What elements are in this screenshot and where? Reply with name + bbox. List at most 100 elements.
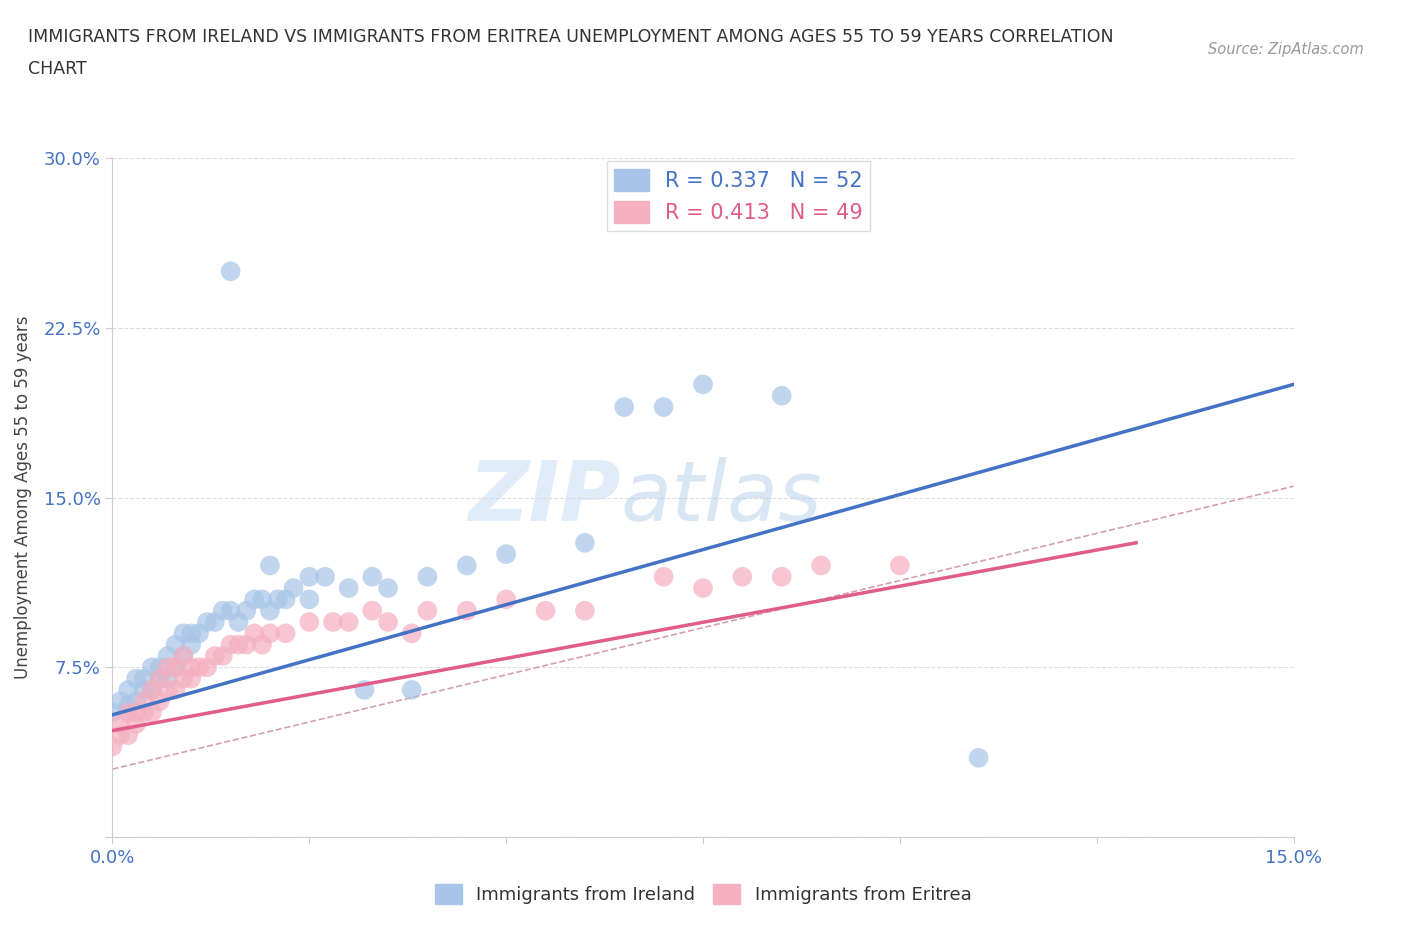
Point xyxy=(810,558,832,573)
Point xyxy=(165,660,187,675)
Point xyxy=(165,660,187,675)
Point xyxy=(495,592,517,607)
Point xyxy=(101,705,124,720)
Point xyxy=(204,648,226,663)
Point xyxy=(117,698,139,713)
Point xyxy=(314,569,336,584)
Text: ZIP: ZIP xyxy=(468,457,620,538)
Point xyxy=(361,569,384,584)
Point xyxy=(267,592,290,607)
Point xyxy=(298,592,321,607)
Legend: Immigrants from Ireland, Immigrants from Eritrea: Immigrants from Ireland, Immigrants from… xyxy=(427,876,979,911)
Point xyxy=(149,671,172,686)
Point xyxy=(731,569,754,584)
Point xyxy=(228,637,250,652)
Point xyxy=(195,660,218,675)
Text: Source: ZipAtlas.com: Source: ZipAtlas.com xyxy=(1208,42,1364,57)
Point xyxy=(259,626,281,641)
Point xyxy=(132,683,155,698)
Point xyxy=(401,626,423,641)
Point xyxy=(219,264,242,279)
Point xyxy=(298,569,321,584)
Text: IMMIGRANTS FROM IRELAND VS IMMIGRANTS FROM ERITREA UNEMPLOYMENT AMONG AGES 55 TO: IMMIGRANTS FROM IRELAND VS IMMIGRANTS FR… xyxy=(28,28,1114,46)
Point xyxy=(967,751,990,765)
Point xyxy=(172,671,194,686)
Point xyxy=(361,604,384,618)
Point xyxy=(613,400,636,415)
Point xyxy=(534,604,557,618)
Point xyxy=(172,648,194,663)
Point xyxy=(770,389,793,404)
Point xyxy=(235,637,257,652)
Point xyxy=(110,716,132,731)
Point xyxy=(180,637,202,652)
Point xyxy=(401,683,423,698)
Point xyxy=(889,558,911,573)
Point xyxy=(243,592,266,607)
Point xyxy=(211,604,233,618)
Point xyxy=(235,604,257,618)
Point xyxy=(117,727,139,742)
Point xyxy=(692,580,714,595)
Point xyxy=(141,683,163,698)
Point xyxy=(337,615,360,630)
Point xyxy=(149,671,172,686)
Point xyxy=(770,569,793,584)
Point xyxy=(180,660,202,675)
Point xyxy=(416,604,439,618)
Point xyxy=(156,683,179,698)
Point xyxy=(156,660,179,675)
Point xyxy=(172,626,194,641)
Point xyxy=(692,377,714,392)
Point xyxy=(416,569,439,584)
Point xyxy=(125,716,148,731)
Point xyxy=(250,637,273,652)
Point xyxy=(132,705,155,720)
Point xyxy=(165,683,187,698)
Point xyxy=(204,615,226,630)
Point xyxy=(274,626,297,641)
Point xyxy=(377,580,399,595)
Point xyxy=(652,400,675,415)
Point xyxy=(110,694,132,709)
Point xyxy=(243,626,266,641)
Point xyxy=(117,705,139,720)
Point xyxy=(259,604,281,618)
Point xyxy=(149,694,172,709)
Point xyxy=(652,569,675,584)
Point xyxy=(125,705,148,720)
Point xyxy=(211,648,233,663)
Point xyxy=(337,580,360,595)
Point xyxy=(141,660,163,675)
Point xyxy=(156,648,179,663)
Point xyxy=(495,547,517,562)
Point xyxy=(574,536,596,551)
Legend: R = 0.337   N = 52, R = 0.413   N = 49: R = 0.337 N = 52, R = 0.413 N = 49 xyxy=(606,161,870,232)
Point xyxy=(132,671,155,686)
Point xyxy=(250,592,273,607)
Point xyxy=(283,580,305,595)
Point xyxy=(149,660,172,675)
Point xyxy=(259,558,281,573)
Point xyxy=(377,615,399,630)
Point xyxy=(117,683,139,698)
Point xyxy=(274,592,297,607)
Point xyxy=(353,683,375,698)
Point xyxy=(125,694,148,709)
Point xyxy=(219,637,242,652)
Point xyxy=(180,671,202,686)
Text: CHART: CHART xyxy=(28,60,87,78)
Point xyxy=(195,615,218,630)
Point xyxy=(125,671,148,686)
Point xyxy=(132,694,155,709)
Point xyxy=(574,604,596,618)
Point xyxy=(141,705,163,720)
Point xyxy=(101,739,124,754)
Point xyxy=(156,671,179,686)
Point xyxy=(188,660,211,675)
Point xyxy=(110,727,132,742)
Point xyxy=(219,604,242,618)
Point xyxy=(298,615,321,630)
Point xyxy=(322,615,344,630)
Y-axis label: Unemployment Among Ages 55 to 59 years: Unemployment Among Ages 55 to 59 years xyxy=(14,316,32,679)
